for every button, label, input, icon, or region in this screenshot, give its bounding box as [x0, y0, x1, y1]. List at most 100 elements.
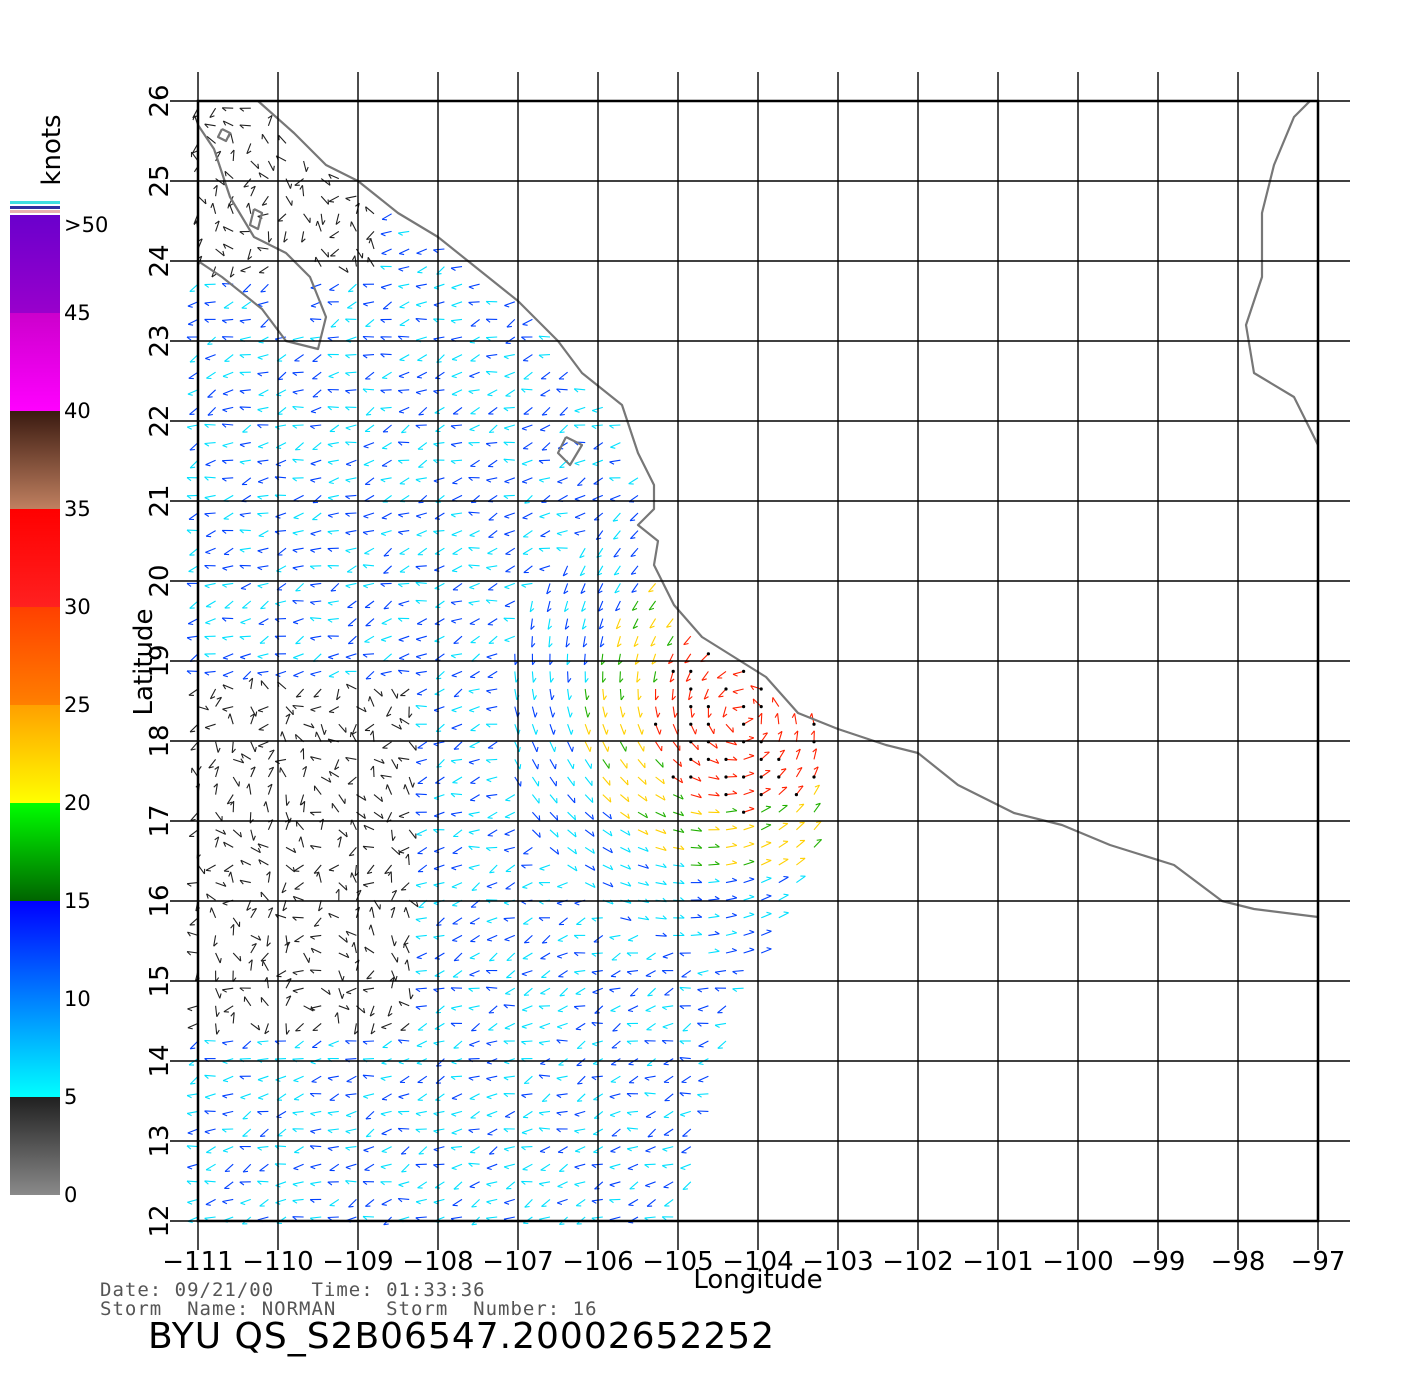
wind-vector [452, 547, 463, 555]
wind-vector [310, 1145, 322, 1148]
wind-vector-barb [468, 867, 474, 871]
wind-vector-barb [228, 203, 234, 207]
wind-vector-barb [257, 585, 263, 589]
wind-vector-barb [327, 565, 333, 570]
wind-vector-barb [662, 863, 667, 868]
wind-vector [398, 335, 410, 338]
wind-vector-barb [599, 643, 605, 648]
wind-vector-barb [434, 693, 440, 696]
wind-vector-barb [627, 1009, 634, 1013]
wind-vector [636, 671, 639, 683]
wind-vector [655, 706, 659, 718]
wind-vector [241, 753, 252, 760]
wind-vector-barb [310, 425, 315, 430]
wind-vector [363, 882, 375, 886]
wind-vector [242, 283, 252, 293]
wind-vector [355, 889, 362, 901]
wind-vector-barb [415, 1128, 421, 1133]
wind-vector-barb [486, 885, 492, 889]
wind-vector [365, 1128, 375, 1138]
wind-vector [434, 776, 445, 784]
wind-vector [743, 861, 755, 866]
wind-vector [647, 987, 656, 997]
wind-vector [189, 547, 199, 556]
wind-vector [383, 600, 392, 610]
wind-vector-barb [485, 370, 491, 376]
wind-vector [486, 336, 498, 339]
wind-vector-barb [314, 924, 320, 927]
wind-vector-barb [380, 407, 386, 412]
latitude-tick-label: 19 [145, 644, 175, 677]
wind-vector-barb [521, 1180, 526, 1185]
wind-vector [380, 389, 392, 391]
wind-vector-barb [541, 449, 547, 451]
wind-vector-barb [416, 833, 422, 836]
wind-vector-barb [230, 800, 235, 806]
wind-vector-barb [362, 1074, 368, 1080]
longitude-tick-label: −106 [562, 1247, 633, 1277]
wind-vector-barb [680, 845, 685, 850]
wind-vector-barb [648, 590, 654, 593]
wind-vector [327, 1146, 339, 1149]
wind-vector [207, 407, 216, 416]
wind-vector-barb [362, 336, 368, 341]
wind-vector-barb [309, 318, 315, 323]
wind-vector [452, 934, 463, 941]
wind-vector [451, 318, 463, 322]
wind-vector [222, 371, 234, 377]
wind-vector-barb [251, 907, 257, 911]
wind-vector-barb [680, 1114, 686, 1117]
wind-vector [760, 824, 772, 831]
wind-vector [373, 794, 383, 803]
wind-vector-barb [540, 394, 546, 397]
rain-flag-dot [812, 722, 816, 726]
wind-vector-barb [798, 803, 804, 806]
wind-vector-barb [257, 1041, 262, 1046]
wind-vector-barb [286, 977, 292, 982]
wind-vector-barb [327, 301, 333, 306]
wind-vector [666, 618, 674, 628]
wind-vector-barb [593, 1133, 599, 1136]
wind-vector-barb [574, 866, 578, 872]
wind-vector-barb [210, 696, 216, 700]
wind-vector [556, 1075, 568, 1079]
rain-flag-dot [654, 722, 658, 726]
wind-vector-barb [604, 712, 608, 718]
wind-vector [743, 825, 755, 831]
wind-vector [648, 600, 657, 611]
wind-vector [452, 776, 463, 784]
wind-vector-barb [186, 1095, 192, 1099]
wind-vector-barb [669, 678, 675, 683]
wind-vector-barb [485, 443, 491, 447]
wind-vector-barb [213, 184, 218, 190]
wind-vector-barb [504, 586, 510, 590]
wind-vector-barb [186, 670, 192, 675]
wind-vector-barb [257, 409, 263, 413]
wind-vector [557, 1181, 568, 1187]
wind-vector-barb [504, 1061, 510, 1065]
wind-vector-barb [774, 713, 779, 718]
wind-vector-barb [559, 994, 565, 997]
wind-vector [310, 845, 322, 848]
wind-vector [239, 318, 251, 322]
wind-vector-barb [293, 621, 299, 625]
wind-vector-barb [398, 724, 402, 730]
wind-vector [275, 1075, 287, 1081]
wind-vector [486, 1075, 498, 1080]
wind-vector [338, 882, 348, 891]
wind-vector-barb [469, 623, 475, 626]
wind-vector [362, 1040, 375, 1043]
wind-vector-barb [292, 1128, 297, 1133]
wind-vector [223, 494, 234, 502]
wind-vector [488, 1005, 498, 1014]
wind-vector-barb [417, 623, 423, 626]
wind-vector [760, 859, 772, 866]
wind-vector-barb [697, 989, 703, 993]
wind-vector [415, 1005, 427, 1008]
wind-vector-barb [292, 600, 297, 605]
wind-vector-barb [505, 799, 511, 802]
wind-vector [257, 301, 269, 306]
wind-vector [416, 653, 427, 658]
wind-vector-barb [401, 1170, 407, 1173]
wind-vector [223, 243, 234, 250]
